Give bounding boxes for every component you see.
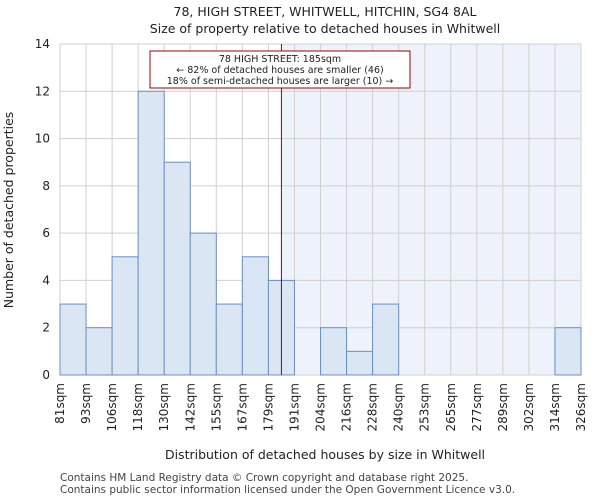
y-tick-label: 2 (42, 321, 50, 335)
chart-title: 78, HIGH STREET, WHITWELL, HITCHIN, SG4 … (174, 4, 477, 19)
x-tick-label: 240sqm (392, 383, 406, 431)
bar (137, 90, 165, 376)
bar (346, 350, 374, 376)
x-tick-label: 265sqm (444, 383, 458, 431)
bar (85, 327, 113, 376)
bar (163, 161, 191, 376)
footer-line-2: Contains public sector information licen… (60, 484, 515, 496)
bar (215, 303, 243, 376)
x-tick-label: 167sqm (235, 383, 249, 431)
annotation-box (149, 50, 411, 89)
y-tick-label: 0 (42, 368, 50, 382)
footer-line-1: Contains HM Land Registry data © Crown c… (60, 472, 468, 484)
x-tick-label: 130sqm (157, 383, 171, 431)
x-axis-label: Distribution of detached houses by size … (165, 447, 485, 462)
chart-subtitle: Size of property relative to detached ho… (150, 21, 500, 36)
x-tick-label: 228sqm (366, 383, 380, 431)
x-tick-label: 179sqm (261, 383, 275, 431)
x-tick-label: 302sqm (522, 383, 536, 431)
annotation-line: 78 HIGH STREET: 185sqm (219, 54, 341, 65)
bar (372, 303, 400, 376)
larger-region-shade (281, 44, 581, 375)
x-tick-label: 142sqm (183, 383, 197, 431)
y-tick-label: 4 (42, 273, 50, 287)
y-tick-label: 6 (42, 226, 50, 240)
x-tick-label: 277sqm (470, 383, 484, 431)
y-tick-label: 10 (35, 132, 50, 146)
y-tick-label: 8 (42, 179, 50, 193)
y-axis-label: Number of detached properties (1, 112, 16, 309)
x-tick-label: 216sqm (340, 383, 354, 431)
bar (189, 232, 217, 376)
bar (59, 303, 87, 376)
x-tick-label: 118sqm (131, 383, 145, 431)
x-tick-label: 326sqm (574, 383, 588, 431)
y-tick-label: 14 (35, 37, 50, 51)
x-tick-label: 253sqm (418, 383, 432, 431)
y-tick-label: 12 (35, 84, 50, 98)
x-tick-label: 81sqm (53, 383, 67, 424)
x-tick-label: 204sqm (314, 383, 328, 431)
plot-area: 0 2 4 6 8 10 12 14 81sqm 93sqm 106sqm 118sqm 130sqm 1… (35, 37, 588, 431)
bar (241, 256, 269, 376)
x-tick-label: 106sqm (105, 383, 119, 431)
bar (111, 256, 139, 376)
x-tick-label: 314sqm (548, 383, 562, 431)
bar (554, 327, 582, 376)
annotation-line: 18% of semi-detached houses are larger (… (167, 76, 394, 87)
x-tick-label: 191sqm (287, 383, 301, 431)
x-tick-label: 155sqm (209, 383, 223, 431)
x-tick-label: 93sqm (79, 383, 93, 424)
annotation-line: ← 82% of detached houses are smaller (46… (176, 65, 383, 76)
bar (320, 327, 348, 376)
x-tick-label: 289sqm (496, 383, 510, 431)
